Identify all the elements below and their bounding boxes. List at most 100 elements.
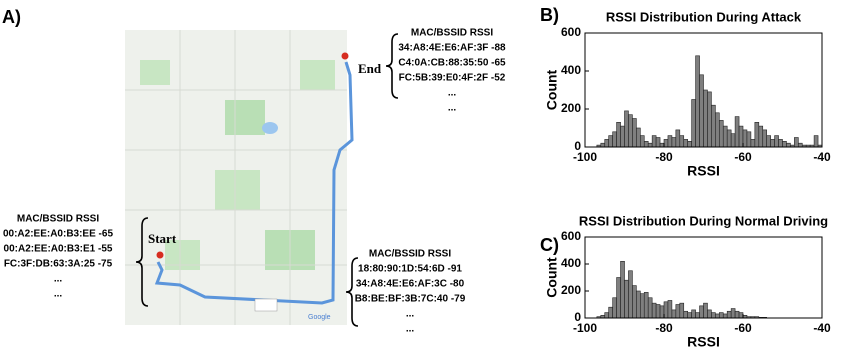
bar bbox=[617, 278, 621, 319]
bar bbox=[601, 143, 605, 147]
chart-title: RSSI Distribution During Attack bbox=[606, 9, 802, 24]
map bbox=[125, 30, 352, 325]
bar bbox=[704, 90, 708, 147]
y-tick-label: 200 bbox=[561, 283, 581, 297]
y-axis-label: Count bbox=[544, 69, 560, 110]
bar bbox=[652, 303, 656, 318]
bar bbox=[719, 120, 723, 147]
bar bbox=[692, 310, 696, 318]
bar bbox=[652, 136, 656, 147]
list-row: ... bbox=[406, 309, 415, 320]
bar bbox=[636, 128, 640, 147]
bar bbox=[700, 75, 704, 147]
x-tick-label: -60 bbox=[734, 150, 752, 164]
list-row: ... bbox=[406, 324, 415, 335]
bar bbox=[731, 134, 735, 147]
bar bbox=[628, 115, 632, 147]
list-row: 00:A2:EE:A0:B3:EE -65 bbox=[3, 229, 113, 240]
bar bbox=[814, 136, 818, 147]
bar bbox=[723, 314, 727, 318]
bar bbox=[668, 300, 672, 318]
bar bbox=[783, 141, 787, 147]
x-tick-label: -40 bbox=[813, 150, 831, 164]
list-row: FC:3F:DB:63:3A:25 -75 bbox=[4, 259, 113, 270]
bar bbox=[688, 141, 692, 147]
bar bbox=[731, 309, 735, 318]
panel-label: A) bbox=[2, 7, 21, 27]
bar bbox=[648, 143, 652, 147]
bar bbox=[609, 136, 613, 147]
bar bbox=[640, 294, 644, 318]
bar bbox=[723, 126, 727, 147]
y-axis-label: Count bbox=[544, 257, 560, 298]
x-axis-label: RSSI bbox=[687, 334, 720, 349]
bar bbox=[656, 305, 660, 319]
bar bbox=[640, 136, 644, 147]
bar bbox=[719, 313, 723, 318]
figure: A) B) C) End Start Google MAC/BSSID RSSI… bbox=[0, 0, 848, 349]
bar bbox=[779, 139, 783, 147]
bar bbox=[656, 138, 660, 148]
bar bbox=[711, 313, 715, 318]
bar bbox=[794, 138, 798, 148]
bar bbox=[739, 126, 743, 147]
end-label: End bbox=[358, 61, 382, 76]
bar bbox=[727, 311, 731, 318]
bar bbox=[621, 126, 625, 147]
list-row: ... bbox=[54, 289, 63, 300]
bar bbox=[660, 306, 664, 318]
bar bbox=[786, 143, 790, 147]
y-tick-label: 200 bbox=[561, 101, 581, 115]
bar bbox=[759, 126, 763, 147]
x-tick-label: -60 bbox=[734, 321, 752, 335]
list-row: 18:80:90:1D:54:6D -91 bbox=[358, 264, 462, 275]
bar bbox=[704, 303, 708, 318]
bar bbox=[680, 303, 684, 318]
bar bbox=[672, 310, 676, 318]
bar bbox=[672, 138, 676, 148]
bar bbox=[676, 305, 680, 319]
bar bbox=[680, 136, 684, 147]
bar bbox=[715, 113, 719, 147]
bar bbox=[684, 311, 688, 318]
bar bbox=[747, 132, 751, 147]
list-row: C4:0A:CB:88:35:50 -65 bbox=[398, 58, 506, 69]
bar bbox=[609, 307, 613, 318]
bar bbox=[628, 271, 632, 318]
x-tick-label: -80 bbox=[655, 150, 673, 164]
list-row: B8:BE:BF:3B:7C:40 -79 bbox=[355, 294, 466, 305]
list-row: ... bbox=[448, 103, 457, 114]
bar bbox=[660, 143, 664, 147]
bar bbox=[798, 143, 802, 147]
bar bbox=[644, 141, 648, 147]
bar bbox=[644, 292, 648, 318]
bar bbox=[735, 117, 739, 147]
y-tick-label: 400 bbox=[561, 63, 581, 77]
bar bbox=[696, 56, 700, 147]
panel-label: C) bbox=[540, 235, 559, 255]
bar bbox=[668, 136, 672, 147]
bar bbox=[684, 139, 688, 147]
bar bbox=[751, 139, 755, 147]
bar bbox=[739, 313, 743, 318]
bar bbox=[743, 130, 747, 147]
bar bbox=[700, 306, 704, 318]
x-tick-label: -80 bbox=[655, 321, 673, 335]
bar bbox=[696, 313, 700, 318]
bar bbox=[692, 100, 696, 148]
list-row: 34:A8:4E:E6:AF:3F -88 bbox=[398, 43, 506, 54]
start-label: Start bbox=[148, 231, 177, 246]
list-header: MAC/BSSID RSSI bbox=[17, 214, 99, 225]
bar bbox=[613, 298, 617, 318]
y-tick-label: 400 bbox=[561, 256, 581, 270]
list-row: ... bbox=[54, 274, 63, 285]
bar bbox=[625, 280, 629, 318]
bar bbox=[664, 139, 668, 147]
bar bbox=[625, 111, 629, 147]
bar bbox=[775, 136, 779, 147]
bar bbox=[632, 286, 636, 318]
bar bbox=[605, 139, 609, 147]
bar bbox=[648, 298, 652, 318]
bar bbox=[767, 136, 771, 147]
list-row: ... bbox=[448, 88, 457, 99]
